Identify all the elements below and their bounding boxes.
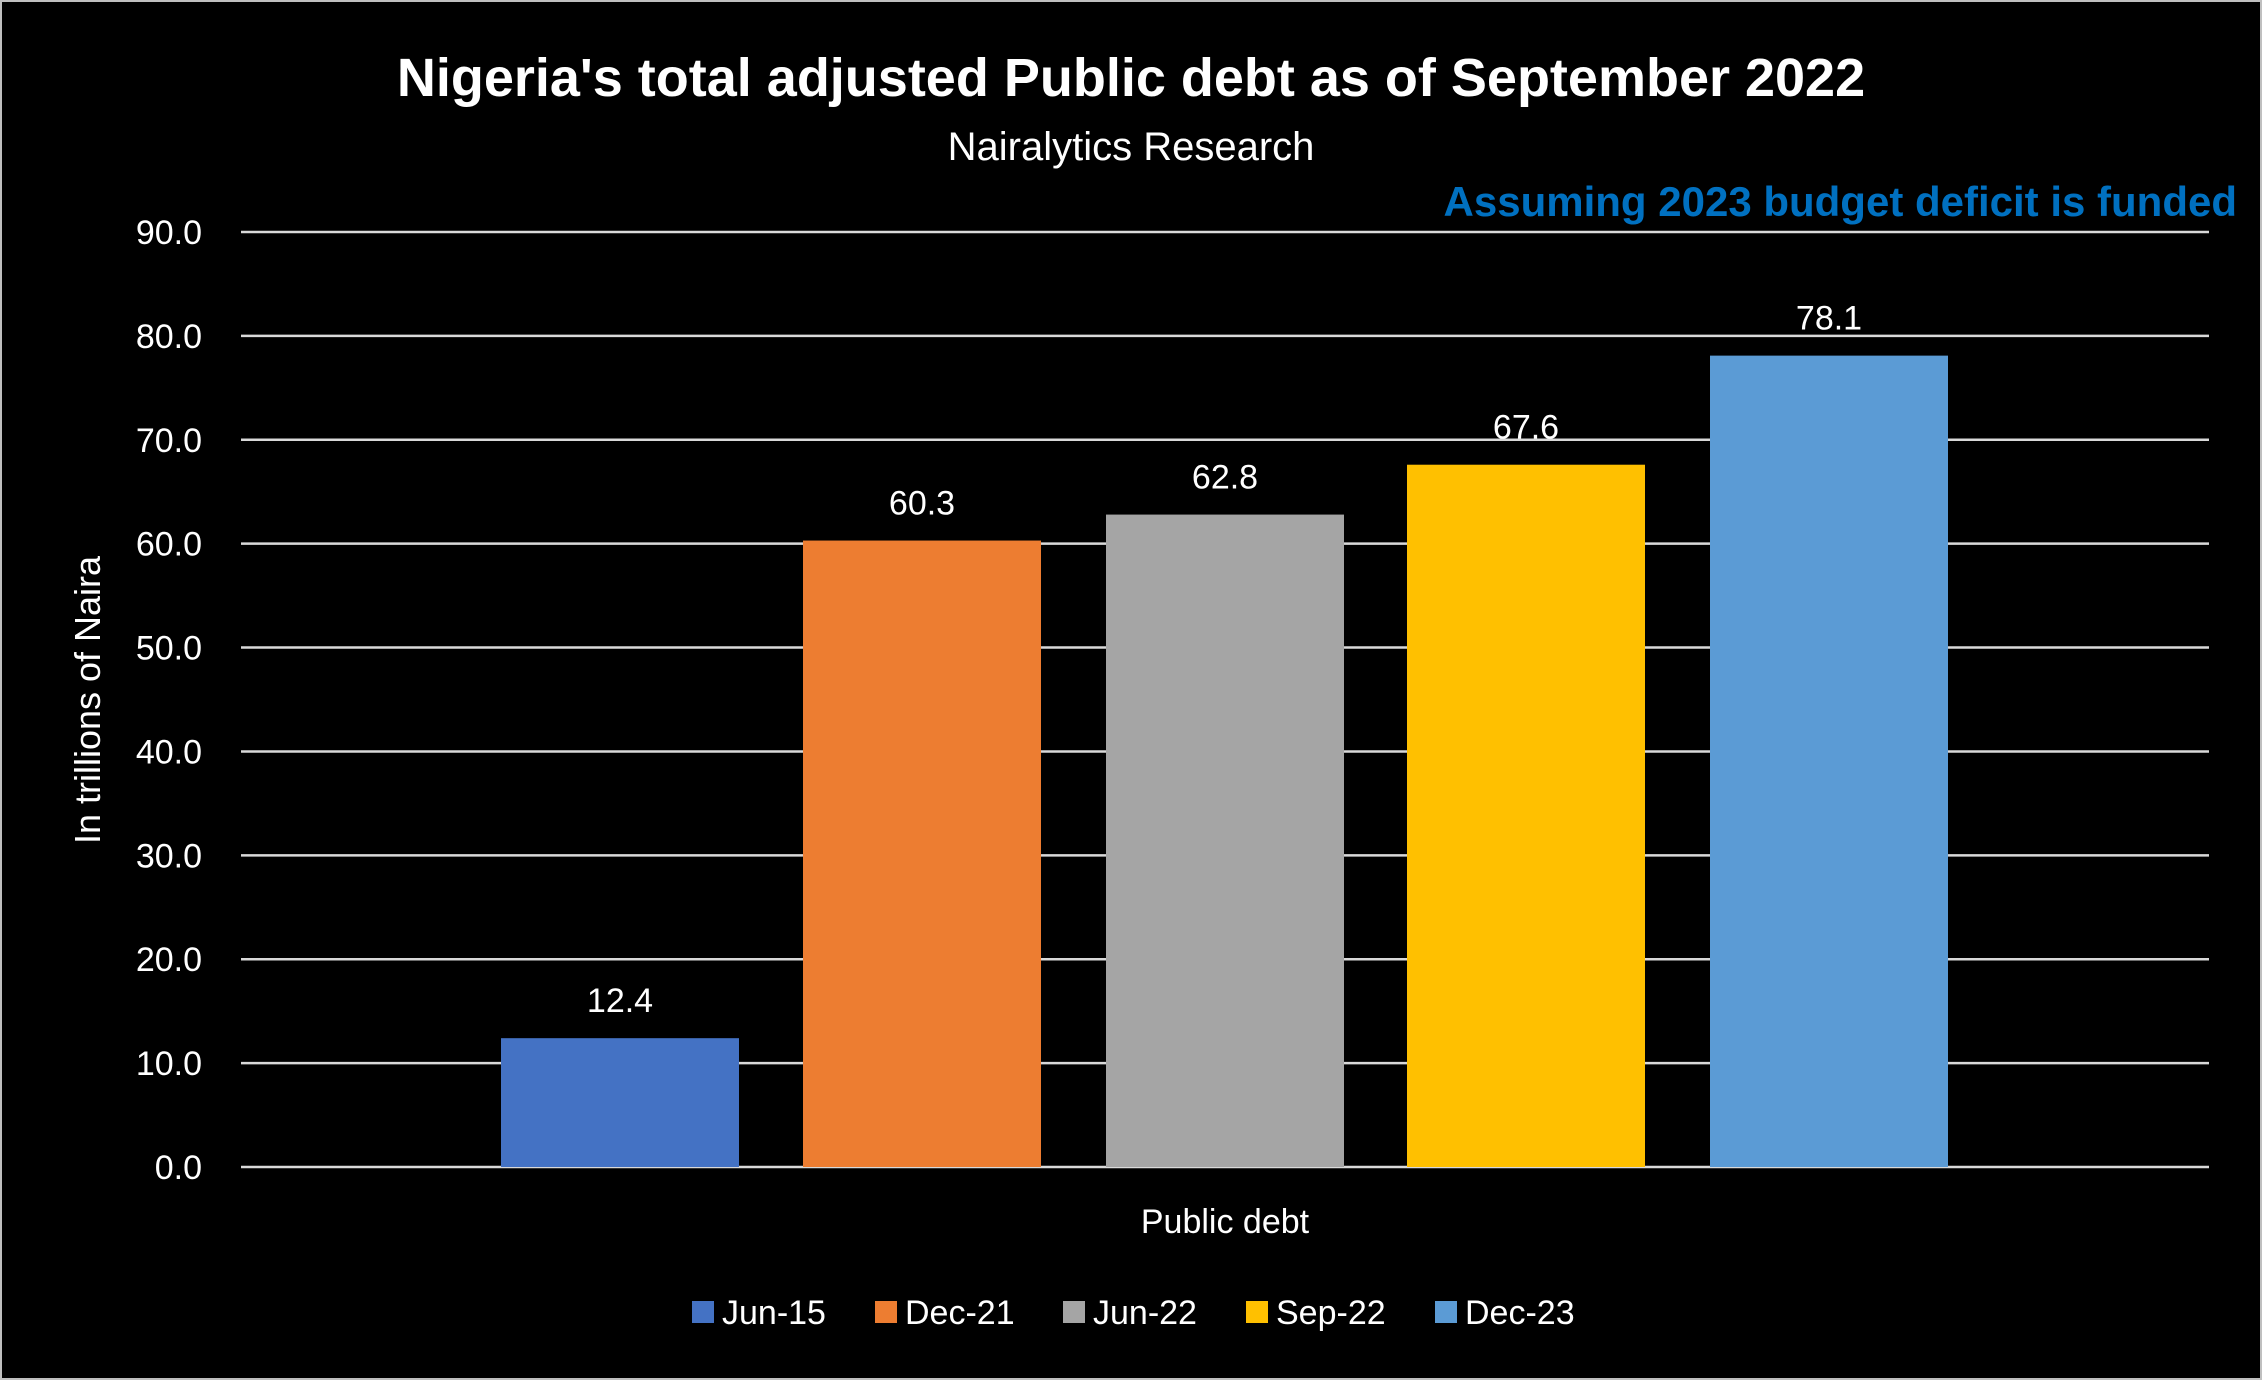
y-axis-ticks: 0.0 10.0 20.0 30.0 40.0 50.0 60.0 70.0 80.0 90.0 (136, 214, 202, 1187)
legend-swatch (692, 1301, 714, 1323)
legend-swatch (1246, 1301, 1268, 1323)
legend-swatch (1063, 1301, 1085, 1323)
legend: Jun-15 Dec-21 Jun-22 Sep-22 Dec-23 (692, 1294, 1575, 1332)
bar-dec-21 (803, 540, 1041, 1167)
data-label: 67.6 (1493, 409, 1559, 447)
data-label: 60.3 (889, 485, 955, 523)
y-tick-label: 20.0 (136, 941, 202, 979)
y-tick-label: 50.0 (136, 630, 202, 668)
legend-label: Jun-22 (1093, 1294, 1197, 1332)
y-tick-label: 70.0 (136, 422, 202, 460)
bar-jun-15 (501, 1038, 739, 1167)
data-label: 12.4 (587, 982, 653, 1020)
bar-jun-22 (1106, 514, 1344, 1167)
chart-annotation: Assuming 2023 budget deficit is funded (1444, 178, 2237, 225)
y-tick-label: 90.0 (136, 214, 202, 252)
legend-label: Dec-23 (1465, 1294, 1575, 1332)
x-category-label: Public debt (1141, 1203, 1310, 1241)
data-label: 62.8 (1192, 459, 1258, 497)
y-tick-label: 10.0 (136, 1045, 202, 1083)
y-tick-label: 60.0 (136, 526, 202, 564)
y-axis-label: In trillions of Naira (67, 555, 108, 844)
y-tick-label: 40.0 (136, 733, 202, 771)
y-tick-label: 30.0 (136, 837, 202, 875)
data-label: 78.1 (1796, 300, 1862, 338)
legend-label: Sep-22 (1276, 1294, 1386, 1332)
legend-swatch (1435, 1301, 1457, 1323)
bar-sep-22 (1407, 464, 1645, 1167)
y-tick-label: 80.0 (136, 318, 202, 356)
bars: 12.4 60.3 62.8 67.6 78.1 (501, 300, 1948, 1167)
y-tick-label: 0.0 (155, 1149, 202, 1187)
legend-label: Dec-21 (905, 1294, 1015, 1332)
chart-title: Nigeria's total adjusted Public debt as … (397, 48, 1865, 108)
legend-label: Jun-15 (722, 1294, 826, 1332)
legend-swatch (875, 1301, 897, 1323)
chart-subtitle: Nairalytics Research (948, 125, 1315, 169)
bar-dec-23 (1710, 355, 1948, 1167)
